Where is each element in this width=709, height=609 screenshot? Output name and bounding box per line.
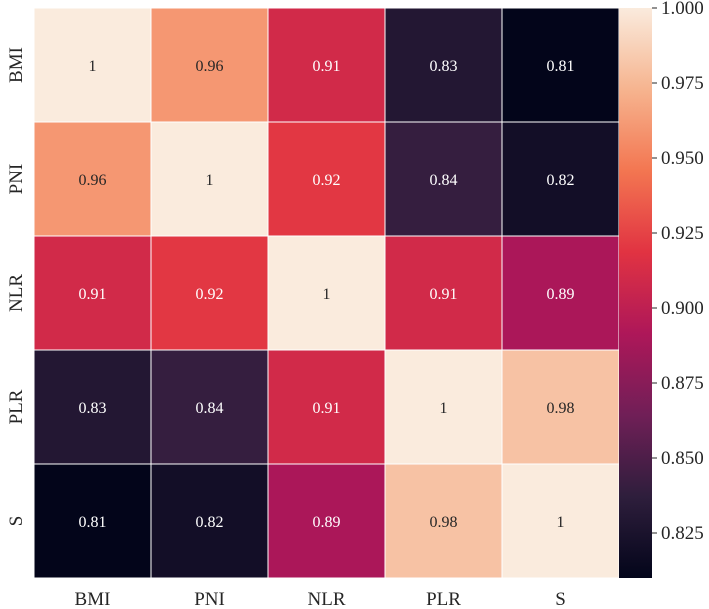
cell-value-label: 0.83: [430, 58, 458, 75]
heatmap-cell: [501, 463, 620, 579]
cell-value-label: 0.89: [313, 514, 341, 531]
heatmap-cell: [33, 349, 152, 465]
x-tick-label: NLR: [308, 589, 346, 609]
colorbar-tick-labels: 0.825 0.850 0.875 0.900 0.925 0.950 0.975 1.000: [652, 0, 704, 544]
cell-value-label: 0.84: [430, 172, 458, 189]
heatmap-cell: [384, 349, 503, 465]
cell-value-label: 0.91: [430, 286, 458, 303]
y-tick-label: NLR: [6, 274, 27, 312]
cell-value-label: 0.92: [313, 172, 341, 189]
colorbar-tick-label: 0.925: [661, 223, 704, 244]
heatmap-cell: [501, 7, 620, 123]
heatmap-cell: [267, 235, 386, 351]
cell-value-label: 0.96: [196, 58, 224, 75]
cell-value-label: 0.84: [196, 400, 224, 417]
heatmap-cell: [150, 349, 269, 465]
heatmap-cell: [501, 121, 620, 237]
cell-value-label: 0.91: [313, 400, 341, 417]
y-tick-label: PLR: [6, 389, 27, 424]
heatmap-cell: [267, 349, 386, 465]
cell-value-label: 0.91: [313, 58, 341, 75]
heatmap-cell: [150, 463, 269, 579]
cell-value-label: 0.96: [79, 172, 107, 189]
cell-value-label: 0.92: [196, 286, 224, 303]
heatmap-cells: 1 0.96 0.91 0.83 0.81 0.96 1 0.92 0.84 0.82 0.91 0.…: [33, 7, 620, 579]
cell-value-label: 1: [323, 286, 331, 303]
heatmap-cell: [267, 463, 386, 579]
x-tick-label: PNI: [194, 589, 225, 609]
heatmap-cell: [267, 7, 386, 123]
heatmap-cell: [384, 7, 503, 123]
heatmap-cell: [150, 235, 269, 351]
cell-value-label: 0.89: [547, 286, 575, 303]
cell-value-label: 1: [440, 400, 448, 417]
colorbar-tick-label: 0.850: [661, 448, 704, 469]
colorbar-tick-label: 0.900: [661, 298, 704, 319]
heatmap-cell: [267, 121, 386, 237]
cell-value-label: 1: [206, 172, 214, 189]
y-tick-label: PNI: [6, 164, 27, 195]
heatmap-cell: [33, 7, 152, 123]
heatmap-cell: [384, 235, 503, 351]
heatmap-cell: [501, 349, 620, 465]
cell-value-label: 0.81: [79, 514, 107, 531]
cell-value-label: 0.82: [547, 172, 575, 189]
heatmap-cell: [501, 235, 620, 351]
colorbar: [619, 8, 652, 578]
colorbar-tick-label: 0.875: [661, 373, 704, 394]
x-tick-label: PLR: [426, 589, 461, 609]
heatmap-cell: [33, 121, 152, 237]
x-axis-tick-labels: BMI PNI NLR PLR S: [75, 589, 566, 609]
cell-value-label: 0.91: [79, 286, 107, 303]
y-axis-tick-labels: BMI PNI NLR PLR S: [6, 47, 27, 526]
heatmap-cell: [150, 7, 269, 123]
colorbar-tick-label: 1.000: [661, 0, 704, 19]
cell-value-label: 0.82: [196, 514, 224, 531]
cell-value-label: 0.98: [547, 400, 575, 417]
colorbar-tick-label: 0.950: [661, 148, 704, 169]
cell-value-label: 0.98: [430, 514, 458, 531]
cell-value-label: 0.81: [547, 58, 575, 75]
cell-value-label: 0.83: [79, 400, 107, 417]
colorbar-tick-label: 0.825: [661, 523, 704, 544]
y-tick-label: S: [6, 516, 27, 527]
colorbar-tick-label: 0.975: [661, 73, 704, 94]
heatmap-cell: [33, 463, 152, 579]
y-tick-label: BMI: [6, 47, 27, 83]
cell-value-label: 1: [89, 58, 97, 75]
x-tick-label: S: [555, 589, 566, 609]
cell-value-label: 1: [557, 514, 565, 531]
x-tick-label: BMI: [75, 589, 111, 609]
